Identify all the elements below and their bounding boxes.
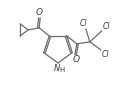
Text: H: H	[60, 67, 65, 72]
Text: N: N	[54, 64, 60, 73]
Text: O: O	[36, 8, 43, 17]
Text: O: O	[72, 55, 79, 64]
Text: Cl: Cl	[103, 22, 111, 31]
Text: Cl: Cl	[80, 19, 88, 28]
Text: Cl: Cl	[102, 50, 110, 59]
